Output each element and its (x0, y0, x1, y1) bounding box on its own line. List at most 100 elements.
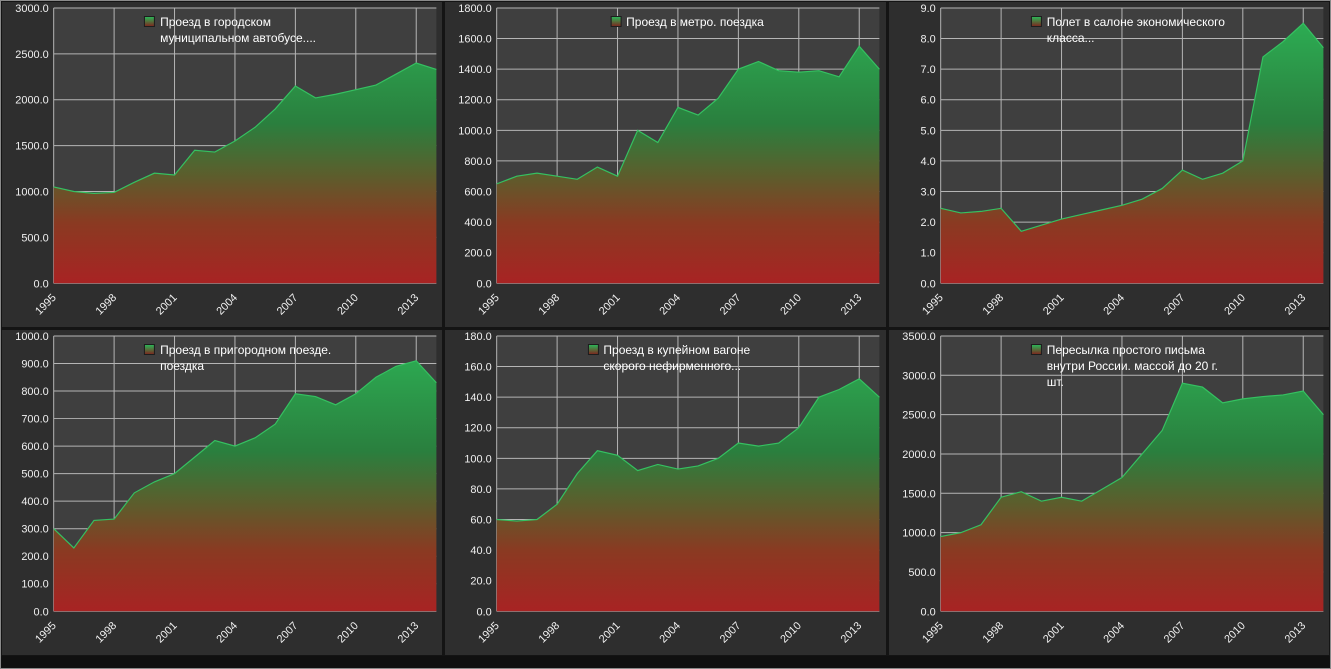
x-tick-label: 1998 (94, 620, 120, 646)
y-tick-label: 1000.0 (15, 186, 48, 198)
x-tick-label: 2010 (335, 620, 361, 646)
y-tick-label: 600.0 (21, 441, 48, 453)
y-tick-label: 2000.0 (902, 449, 935, 461)
series-top-line (496, 45, 881, 185)
x-tick-label: 1995 (920, 620, 946, 646)
y-tick-label: 1000.0 (15, 331, 48, 343)
y-tick-label: 120.0 (465, 423, 492, 435)
y-tick-label: 180.0 (465, 331, 492, 343)
y-tick-label: 1400.0 (459, 64, 492, 76)
x-tick-label: 2013 (1282, 620, 1308, 646)
y-tick-label: 0.0 (477, 278, 492, 290)
x-tick-label: 2004 (658, 292, 684, 318)
x-tick-label: 2001 (1041, 292, 1067, 318)
x-tick-label: 1995 (476, 620, 502, 646)
y-tick-label: 2500.0 (902, 410, 935, 422)
series-legend-label: Пересылка простого письма внутри России.… (1046, 343, 1218, 390)
y-tick-label: 160.0 (465, 362, 492, 374)
x-tick-label: 2010 (779, 620, 805, 646)
series-legend-label: Проезд в купейном вагоне скорого нефирме… (603, 343, 751, 374)
chart-legend: Пересылка простого письма внутри России.… (1030, 342, 1230, 391)
x-tick-label: 2007 (1161, 620, 1187, 646)
y-tick-label: 300.0 (21, 524, 48, 536)
x-tick-label: 2013 (396, 292, 422, 318)
area-series (53, 360, 437, 612)
y-tick-label: 200.0 (21, 551, 48, 563)
window-bottom-strip (1, 656, 1330, 668)
y-tick-label: 40.0 (471, 545, 492, 557)
x-tick-label: 2013 (839, 292, 865, 318)
y-tick-label: 200.0 (465, 248, 492, 260)
series-top-line (53, 360, 437, 549)
y-tick-label: 7.0 (920, 64, 935, 76)
area-chart-canvas: 0.0 100.0 200.0 300.0 400.0 500.0 600.0 700.0 80… (15, 331, 437, 646)
x-tick-label: 2001 (1041, 620, 1067, 646)
y-tick-label: 800.0 (465, 156, 492, 168)
y-tick-label: 600.0 (465, 186, 492, 198)
x-tick-label: 1998 (980, 292, 1006, 318)
x-tick-label: 2010 (1222, 292, 1248, 318)
y-tick-label: 140.0 (465, 392, 492, 404)
y-tick-label: 3500.0 (902, 331, 935, 343)
y-tick-label: 1500.0 (902, 488, 935, 500)
series-legend-marker-icon (610, 16, 622, 27)
y-tick-label: 6.0 (920, 95, 935, 107)
chart-legend: Проезд в пригородном поезде. поездка (144, 342, 343, 374)
y-tick-label: 4.0 (920, 156, 935, 168)
x-tick-label: 2013 (1282, 292, 1308, 318)
chart-panel-flight: 0.0 1.0 2.0 3.0 4.0 5.0 6.0 7.0 8.0 9.0 1995 1998 20… (888, 2, 1329, 328)
x-tick-label: 2001 (154, 292, 180, 318)
chart-panel-suburban-train: 0.0 100.0 200.0 300.0 400.0 500.0 600.0 700.0 80… (2, 330, 443, 656)
y-tick-label: 9.0 (920, 3, 935, 15)
x-tick-label: 1998 (980, 620, 1006, 646)
y-tick-label: 1600.0 (459, 34, 492, 46)
x-tick-label: 2004 (214, 292, 240, 318)
y-tick-label: 1800.0 (459, 3, 492, 15)
y-tick-label: 500.0 (21, 469, 48, 481)
area-chart-canvas: 0.0 500.0 1000.0 1500.0 2000.0 2500.0 3000.0 19… (15, 3, 437, 318)
chart-legend: Проезд в городском муниципальном автобус… (144, 14, 343, 46)
series-top-line (940, 382, 1324, 538)
x-tick-label: 2013 (839, 620, 865, 646)
x-tick-label: 2001 (597, 620, 623, 646)
y-tick-label: 0.0 (920, 278, 935, 290)
series-top-line (496, 378, 881, 522)
x-tick-label: 1995 (920, 292, 946, 318)
y-tick-label: 1500.0 (15, 141, 48, 153)
chart-legend: Проезд в метро. поездка (610, 14, 764, 30)
series-legend-marker-icon (587, 344, 599, 356)
series-top-line (53, 62, 437, 194)
y-tick-label: 5.0 (920, 125, 935, 137)
x-tick-label: 1995 (33, 620, 59, 646)
y-tick-label: 100.0 (465, 453, 492, 465)
area-series (497, 378, 880, 612)
y-tick-label: 3.0 (920, 186, 935, 198)
y-tick-label: 0.0 (34, 606, 49, 618)
y-tick-label: 900.0 (21, 359, 48, 371)
y-tick-label: 8.0 (920, 34, 935, 46)
y-tick-label: 800.0 (21, 386, 48, 398)
area-series (940, 383, 1324, 612)
y-tick-label: 1.0 (920, 248, 935, 260)
x-tick-label: 2007 (718, 292, 744, 318)
x-tick-label: 2007 (1161, 292, 1187, 318)
x-tick-label: 1995 (33, 292, 59, 318)
y-tick-label: 400.0 (465, 217, 492, 229)
series-legend-marker-icon (1030, 344, 1042, 356)
x-tick-label: 2004 (1101, 620, 1127, 646)
x-tick-label: 2001 (154, 620, 180, 646)
y-tick-label: 400.0 (21, 496, 48, 508)
area-chart-canvas: 0.0 1.0 2.0 3.0 4.0 5.0 6.0 7.0 8.0 9.0 1995 1998 20… (920, 3, 1324, 318)
area-chart-canvas: 0.0 200.0 400.0 600.0 800.0 1000.0 1200.0 1400.… (459, 3, 881, 318)
series-legend-marker-icon (1030, 16, 1042, 27)
y-tick-label: 700.0 (21, 414, 48, 426)
series-legend-label: Проезд в метро. поездка (626, 15, 764, 29)
y-tick-label: 60.0 (471, 515, 492, 527)
x-tick-label: 1998 (537, 620, 563, 646)
y-tick-label: 500.0 (21, 232, 48, 244)
y-tick-label: 1000.0 (459, 125, 492, 137)
x-tick-label: 2007 (275, 620, 301, 646)
area-series (497, 46, 880, 284)
y-tick-label: 0.0 (34, 278, 49, 290)
y-tick-label: 80.0 (471, 484, 492, 496)
